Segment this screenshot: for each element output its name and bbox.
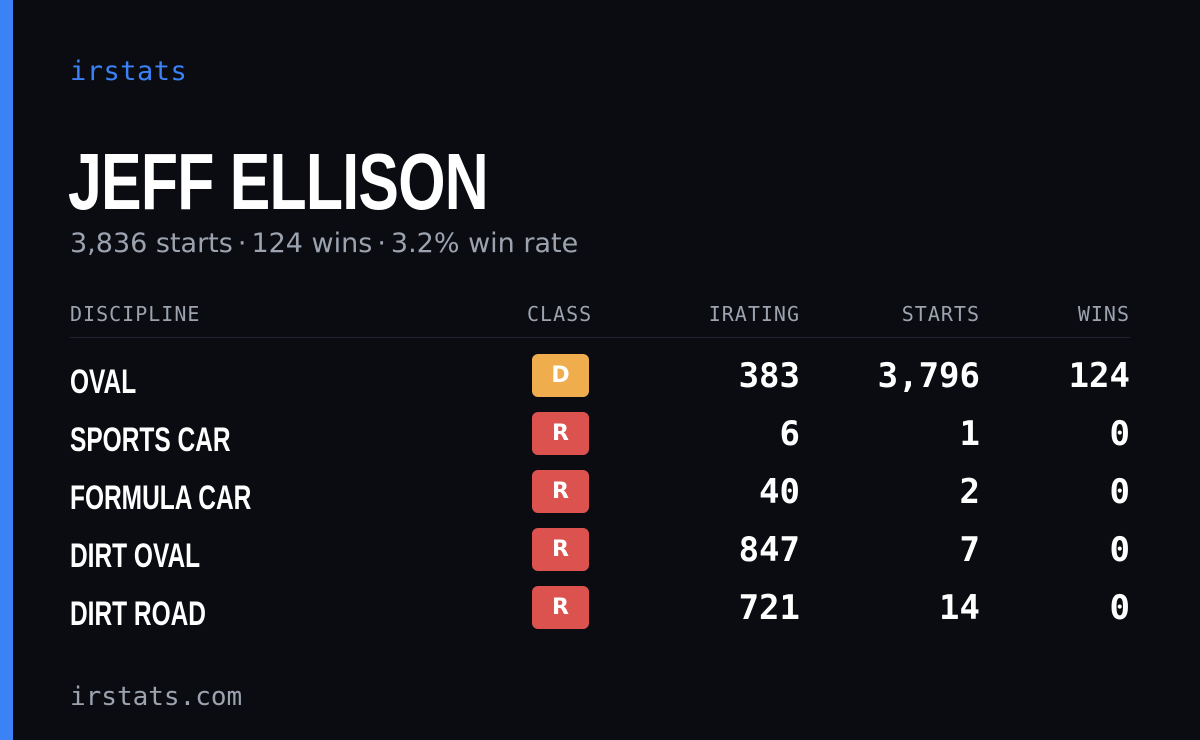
wins-value: 0 [1109,472,1130,512]
brand-logo-text: irstats [70,56,188,87]
wins-value: 0 [1109,530,1130,570]
header-discipline: DISCIPLINE [70,302,201,326]
footer-site-url[interactable]: irstats.com [70,682,243,712]
discipline-label: DIRT OVAL [70,537,201,575]
table-row: SPORTS CAR R 6 1 0 [0,412,1200,470]
accent-bar [0,0,13,740]
irating-value: 721 [738,588,800,628]
summary-win-rate: 3.2% win rate [390,228,579,259]
table-row: DIRT OVAL R 847 7 0 [0,528,1200,586]
summary-separator: · [237,228,247,259]
starts-value: 7 [959,530,980,570]
discipline-label: DIRT ROAD [70,595,207,633]
starts-value: 1 [959,414,980,454]
starts-value: 2 [959,472,980,512]
irating-value: 847 [738,530,800,570]
discipline-label: SPORTS CAR [70,421,231,459]
class-badge: R [532,528,589,571]
class-badge: R [532,412,589,455]
wins-value: 0 [1109,588,1130,628]
class-badge: D [532,354,589,397]
irating-value: 40 [759,472,800,512]
table-row: FORMULA CAR R 40 2 0 [0,470,1200,528]
wins-value: 0 [1109,414,1130,454]
irating-value: 383 [738,356,800,396]
summary-wins: 124 wins [251,228,373,259]
discipline-label: FORMULA CAR [70,479,252,517]
table-row: DIRT ROAD R 721 14 0 [0,586,1200,644]
class-badge: R [532,586,589,629]
header-wins: WINS [1077,302,1130,326]
starts-value: 3,796 [877,356,980,396]
driver-summary: 3,836 starts · 124 wins · 3.2% win rate [70,228,578,259]
header-divider [70,337,1130,338]
wins-value: 124 [1068,356,1130,396]
header-class: CLASS [527,302,593,326]
header-irating: IRATING [708,302,800,326]
class-badge: R [532,470,589,513]
header-starts: STARTS [901,302,980,326]
starts-value: 14 [939,588,980,628]
table-row: OVAL D 383 3,796 124 [0,354,1200,412]
summary-starts: 3,836 starts [70,228,233,259]
discipline-label: OVAL [70,363,137,401]
irating-value: 6 [779,414,800,454]
driver-name: JEFF ELLISON [68,137,489,226]
summary-separator: · [377,228,386,259]
